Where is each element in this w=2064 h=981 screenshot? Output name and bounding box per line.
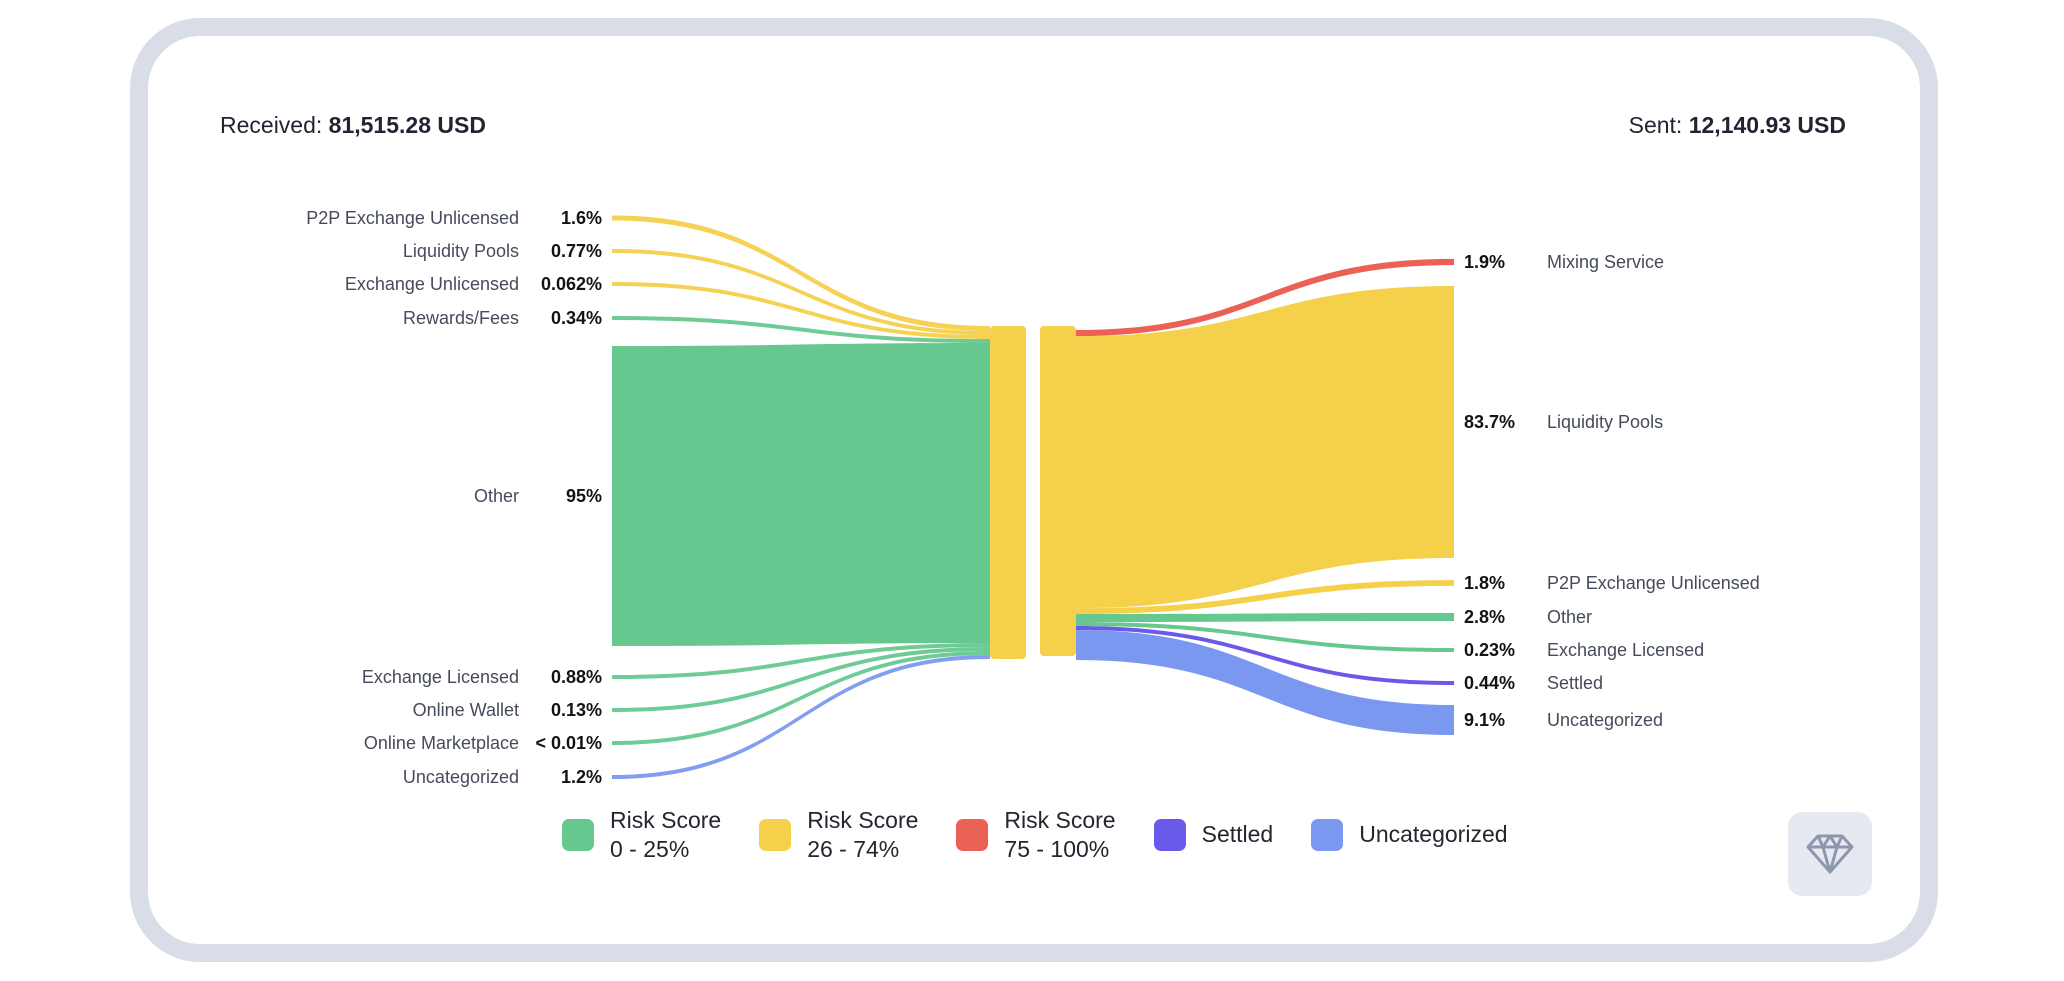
sent-flow-mixing-service (1076, 258, 1454, 337)
legend-label-line2: 0 - 25% (610, 835, 690, 862)
received-total: Received: 81,515.28 USD (220, 112, 486, 139)
received-pct-rewards-fees: 0.34% (551, 308, 602, 328)
legend-swatch (562, 818, 594, 851)
received-flow-rewards-fees (612, 316, 990, 344)
received-value: 81,515.28 USD (328, 112, 486, 138)
received-pct-exchange-licensed: 0.88% (551, 667, 602, 687)
received-flow-exchange-unlicensed (612, 282, 990, 340)
sent-pct-settled: 0.44% (1464, 673, 1515, 693)
legend-label: Risk Score 0 - 25% (610, 806, 721, 864)
card-frame (130, 18, 1938, 962)
sent-flow-liquidity-pools (1076, 286, 1454, 609)
legend-item-uncategorized: Uncategorized (1311, 818, 1508, 851)
received-pct-other: 95% (566, 486, 602, 506)
legend-item-settled: Settled (1153, 818, 1274, 851)
received-label-online-wallet: Online Wallet (413, 700, 519, 720)
received-pct-online-marketplace: < 0.01% (535, 733, 602, 753)
sent-pct-mixing-service: 1.9% (1464, 252, 1505, 272)
legend-label-line2: 26 - 74% (807, 835, 900, 862)
legend-label: Settled (1202, 820, 1274, 849)
legend-label: Uncategorized (1359, 820, 1507, 849)
sent-pct-liquidity-pools: 83.7% (1464, 412, 1515, 432)
legend-label-line1: Settled (1201, 821, 1274, 848)
sent-label: Sent: (1628, 112, 1683, 138)
legend-item-risk-score-0-25: Risk Score 0 - 25% (562, 806, 721, 864)
legend-swatch (1153, 818, 1186, 851)
sent-pct-p2p-exchange-unlicensed: 1.8% (1464, 573, 1505, 593)
sent-flow-other (1076, 613, 1454, 623)
received-label-uncategorized: Uncategorized (403, 767, 519, 787)
sent-flow-uncategorized (1076, 630, 1454, 735)
sent-label-uncategorized: Uncategorized (1547, 710, 1663, 730)
legend-label-line2: 75 - 100% (1004, 835, 1110, 862)
received-flow-p2p-exchange-unlicensed (612, 215, 990, 332)
legend-label-line1: Risk Score (1004, 807, 1116, 833)
sent-label-other: Other (1547, 607, 1592, 627)
received-pct-uncategorized: 1.2% (561, 767, 602, 787)
legend-label-line1: Risk Score (807, 807, 919, 833)
received-flow-other (612, 343, 990, 646)
sent-pct-uncategorized: 9.1% (1464, 710, 1505, 730)
received-flow-liquidity-pools (612, 249, 990, 336)
received-flow-online-wallet (612, 647, 990, 712)
sent-pct-exchange-licensed: 0.23% (1464, 640, 1515, 660)
received-label-exchange-licensed: Exchange Licensed (362, 667, 519, 687)
received-label-exchange-unlicensed: Exchange Unlicensed (345, 274, 519, 294)
legend-label: Risk Score 75 - 100% (1004, 806, 1115, 864)
received-flow-online-marketplace (612, 651, 990, 745)
legend: Risk Score 0 - 25% Risk Score 26 - 74% Risk … (562, 806, 1508, 864)
received-label: Received: (220, 112, 323, 138)
sent-label-liquidity-pools: Liquidity Pools (1547, 412, 1663, 432)
sent-flow-settled (1076, 626, 1454, 685)
legend-swatch (759, 818, 792, 851)
diamond-icon (1806, 834, 1854, 874)
legend-label: Risk Score 26 - 74% (807, 806, 918, 864)
received-label-liquidity-pools: Liquidity Pools (403, 241, 519, 261)
sent-flow-exchange-licensed (1076, 622, 1454, 652)
received-pct-liquidity-pools: 0.77% (551, 241, 602, 261)
legend-label-line1: Uncategorized (1359, 821, 1508, 848)
sent-label-mixing-service: Mixing Service (1547, 252, 1664, 272)
legend-swatch (956, 818, 989, 851)
received-node (990, 326, 1026, 660)
received-label-online-marketplace: Online Marketplace (364, 733, 519, 753)
received-flow-exchange-licensed (612, 643, 990, 679)
sent-value: 12,140.93 USD (1688, 112, 1846, 138)
legend-item-risk-score-26-74: Risk Score 26 - 74% (759, 806, 918, 864)
received-label-p2p-exchange-unlicensed: P2P Exchange Unlicensed (306, 208, 519, 228)
sent-label-p2p-exchange-unlicensed: P2P Exchange Unlicensed (1547, 573, 1760, 593)
received-pct-exchange-unlicensed: 0.062% (541, 274, 602, 294)
sent-label-exchange-licensed: Exchange Licensed (1547, 640, 1704, 660)
received-label-other: Other (474, 486, 519, 506)
legend-swatch (1311, 818, 1344, 851)
legend-item-risk-score-75-100: Risk Score 75 - 100% (956, 806, 1116, 864)
received-label-rewards-fees: Rewards/Fees (403, 308, 519, 328)
sent-total: Sent: 12,140.93 USD (1629, 112, 1846, 139)
sent-label-settled: Settled (1547, 673, 1603, 693)
received-pct-online-wallet: 0.13% (551, 700, 602, 720)
received-pct-p2p-exchange-unlicensed: 1.6% (561, 208, 602, 228)
sent-pct-other: 2.8% (1464, 607, 1505, 627)
diamond-button[interactable] (1788, 812, 1872, 896)
sent-node (1040, 326, 1076, 657)
received-flow-uncategorized (612, 655, 990, 779)
legend-label-line1: Risk Score (610, 807, 722, 833)
sent-flow-p2p-exchange-unlicensed (1076, 580, 1454, 615)
